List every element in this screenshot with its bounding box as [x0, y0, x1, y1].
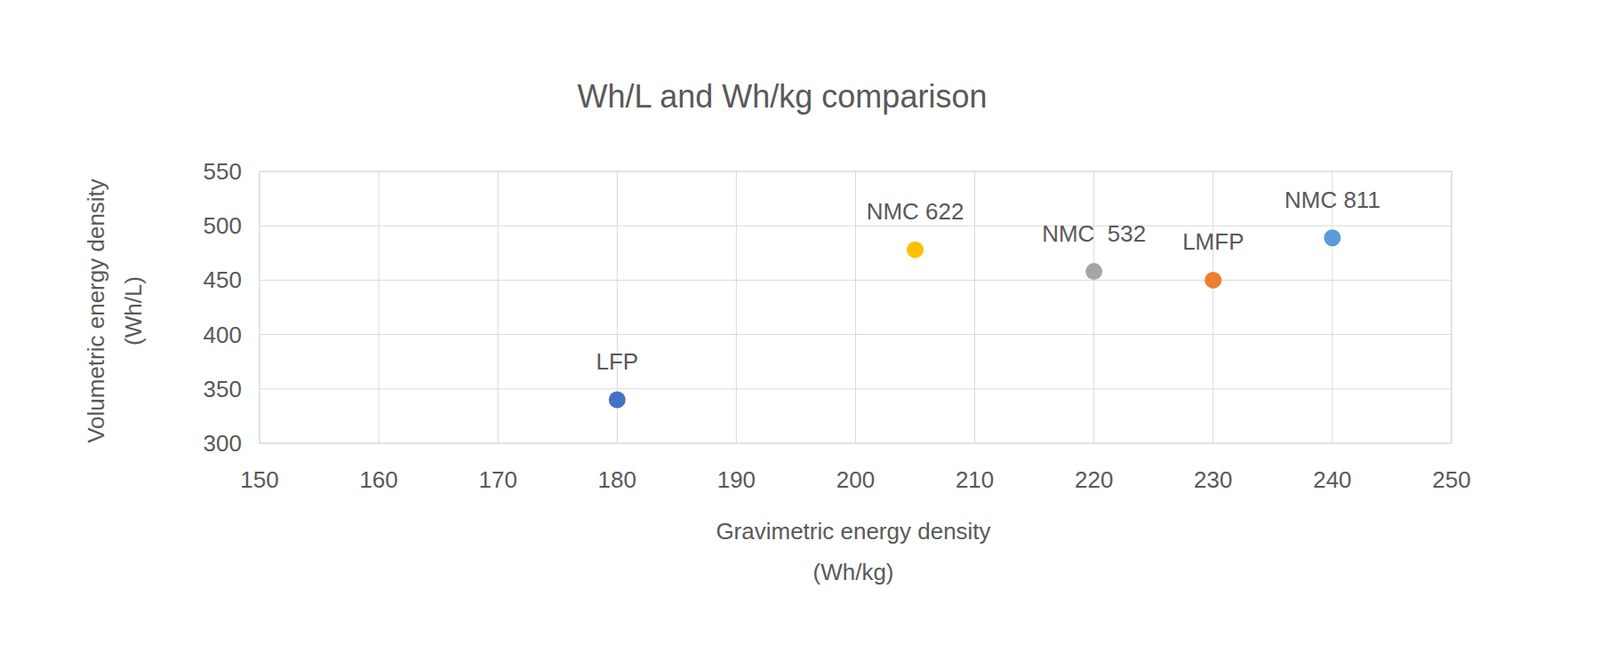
point-label: NMC 622	[866, 198, 965, 225]
point	[1204, 272, 1222, 289]
points-group	[608, 229, 1342, 408]
x-tick-label: 240	[1312, 466, 1352, 494]
labels-group: LFP NMC 622 NMC 532 LMFP NMC 811	[595, 186, 1380, 376]
x-grid-line	[378, 171, 380, 444]
plot-frame	[259, 171, 1452, 444]
y-tick-label: 350	[203, 376, 242, 403]
chart-container: Wh/L and Wh/kg comparison 300 350 400 450 500…	[0, 0, 1600, 660]
x-tick-label: 190	[717, 466, 756, 494]
y-tick-label: 550	[203, 158, 242, 185]
point	[1323, 229, 1341, 247]
x-grid-line	[1212, 171, 1214, 444]
y-tick-label: 400	[203, 321, 242, 349]
x-grid-line	[974, 171, 976, 444]
point-label: LFP	[595, 348, 639, 376]
point-label: NMC 532	[1041, 220, 1146, 248]
x-tick-label: 230	[1193, 466, 1232, 494]
y-tick-label: 450	[203, 266, 242, 294]
point	[608, 392, 626, 409]
x-tick-label: 160	[359, 466, 398, 494]
title: Wh/L and Wh/kg comparison	[577, 78, 988, 115]
x-grid-line	[497, 171, 499, 444]
chart-svg: Wh/L and Wh/kg comparison 300 350 400 450 500…	[0, 0, 1600, 660]
y-axis-title: (Wh/L)	[120, 276, 147, 346]
y-tick-label: 300	[203, 430, 242, 457]
x-tick-label: 170	[479, 466, 518, 494]
point-label: LMFP	[1182, 228, 1244, 256]
x-tick-label: 180	[598, 466, 637, 494]
y-axis-title: Volumetric energy density	[82, 178, 110, 444]
x-grid-line	[736, 171, 737, 444]
point	[906, 241, 924, 259]
x-tick-label: 250	[1432, 466, 1471, 494]
x-grid-line	[855, 171, 856, 444]
x-axis-title: Gravimetric energy density	[715, 518, 991, 545]
x-tick-label: 220	[1074, 466, 1113, 494]
x-tick-label: 200	[836, 466, 875, 494]
x-tick-label: 210	[955, 466, 994, 494]
y-tick-label: 500	[203, 212, 242, 240]
point	[1085, 263, 1103, 280]
x-axis-title: (Wh/kg)	[813, 559, 895, 586]
point-label: NMC 811	[1284, 186, 1381, 214]
x-grid-line	[1093, 171, 1095, 444]
x-tick-label: 150	[240, 466, 279, 494]
